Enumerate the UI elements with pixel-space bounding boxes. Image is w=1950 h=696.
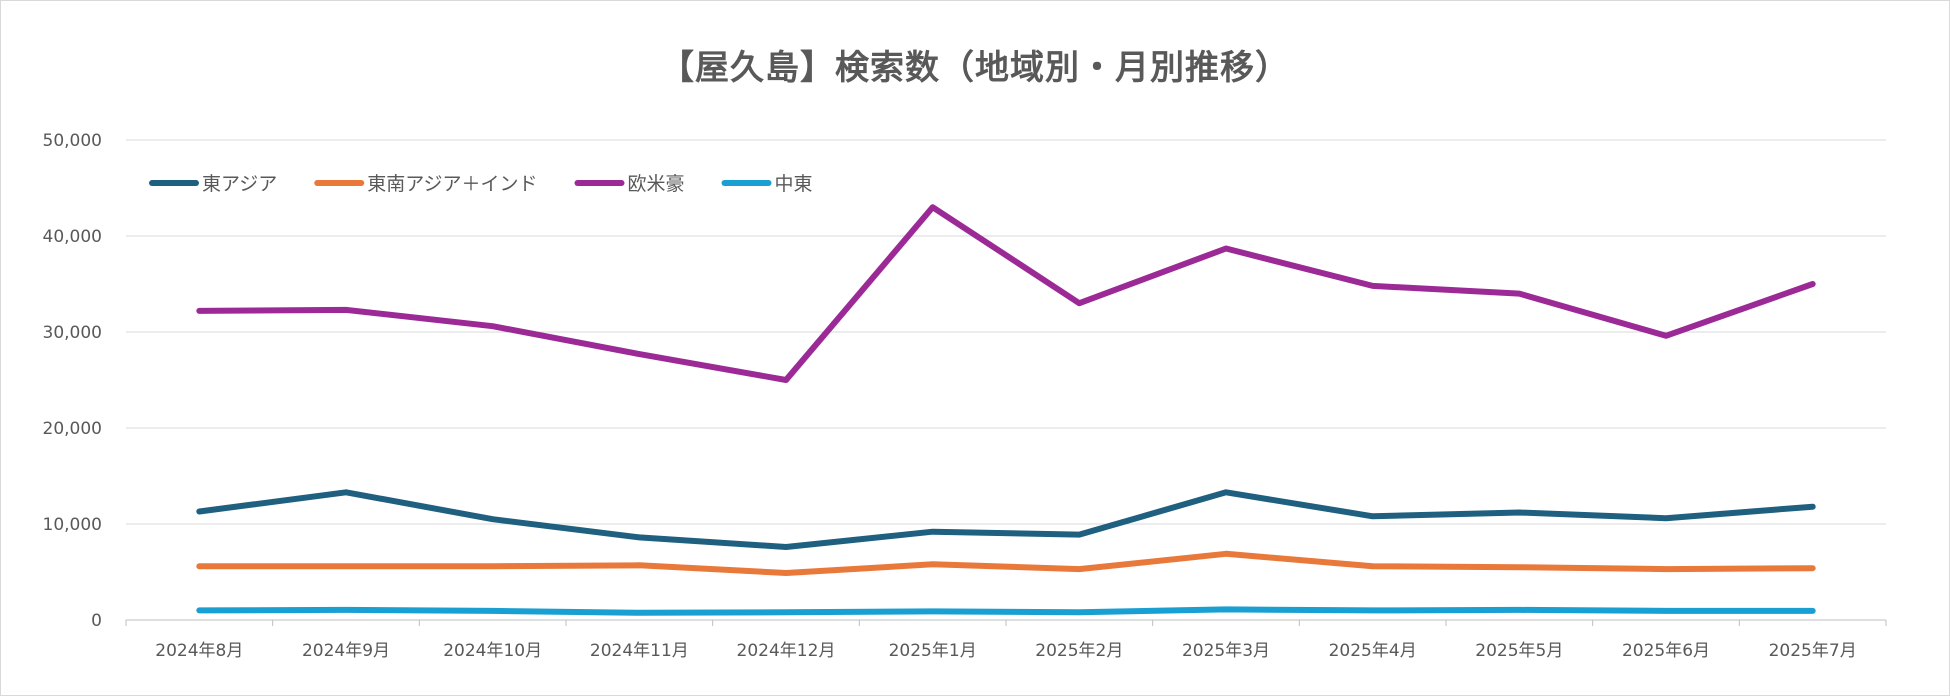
series-line: [196, 606, 1816, 616]
x-tick-label: 2024年11月: [590, 641, 689, 661]
legend-label: 東南アジア＋インド: [367, 173, 537, 195]
y-tick-label: 40,000: [43, 227, 102, 247]
legend-label: 中東: [775, 173, 813, 195]
y-tick-label: 20,000: [43, 419, 102, 439]
x-tick-label: 2024年12月: [737, 641, 836, 661]
y-tick-label: 10,000: [43, 515, 102, 535]
x-tick-label: 2025年5月: [1475, 641, 1563, 661]
y-tick-label: 50,000: [43, 131, 102, 151]
x-tick-label: 2025年1月: [889, 641, 977, 661]
x-tick-label: 2024年8月: [155, 641, 243, 661]
series-line: [196, 489, 1816, 550]
chart-title: 【屋久島】検索数（地域別・月別推移）: [660, 48, 1290, 88]
x-tick-label: 2025年6月: [1622, 641, 1710, 661]
y-tick-label: 0: [91, 611, 102, 631]
x-tick-label: 2025年7月: [1769, 641, 1857, 661]
legend-label: 東アジア: [202, 173, 277, 195]
x-tick-label: 2025年2月: [1035, 641, 1123, 661]
x-tick-label: 2024年10月: [443, 641, 542, 661]
x-tick-label: 2024年9月: [302, 641, 390, 661]
legend-label: 欧米豪: [628, 173, 685, 195]
y-tick-label: 30,000: [43, 323, 102, 343]
x-tick-label: 2025年3月: [1182, 641, 1270, 661]
series-line: [196, 204, 1816, 383]
series-line: [196, 550, 1816, 576]
x-tick-label: 2025年4月: [1329, 641, 1417, 661]
